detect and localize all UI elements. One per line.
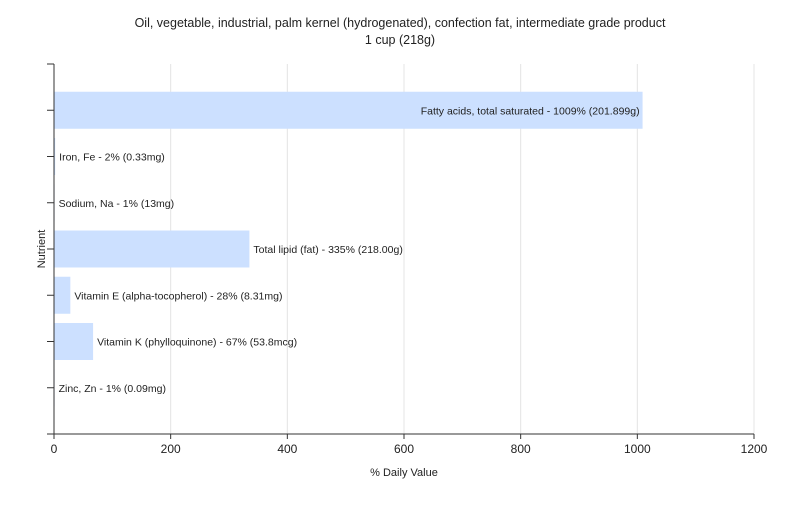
x-tick-label: 600: [394, 442, 414, 456]
bar: [54, 138, 56, 175]
x-tick-label: 800: [511, 442, 531, 456]
x-tick-label: 0: [51, 442, 58, 456]
chart-subtitle: 1 cup (218g): [365, 33, 435, 47]
plot-area: Fatty acids, total saturated - 1009% (20…: [47, 63, 768, 456]
bar-label: Vitamin K (phylloquinone) - 67% (53.8mcg…: [97, 337, 297, 349]
bar-label: Total lipid (fat) - 335% (218.00g): [253, 244, 402, 256]
bar-label: Iron, Fe - 2% (0.33mg): [59, 152, 165, 164]
chart-title: Oil, vegetable, industrial, palm kernel …: [135, 16, 666, 30]
bar-label: Zinc, Zn - 1% (0.09mg): [59, 383, 166, 395]
x-tick-label: 1200: [741, 442, 768, 456]
x-tick-label: 200: [161, 442, 181, 456]
bar-label: Sodium, Na - 1% (13mg): [59, 198, 175, 210]
y-axis-label: Nutrient: [36, 230, 48, 269]
bar: [54, 323, 94, 360]
bar: [54, 91, 643, 129]
bar: [54, 230, 250, 268]
x-tick-label: 1000: [624, 442, 651, 456]
x-tick-label: 400: [277, 442, 297, 456]
bar-label: Vitamin E (alpha-tocopherol) - 28% (8.31…: [74, 290, 282, 302]
bar: [54, 276, 71, 314]
x-axis-label: % Daily Value: [370, 467, 438, 479]
bar-label: Fatty acids, total saturated - 1009% (20…: [421, 105, 640, 117]
